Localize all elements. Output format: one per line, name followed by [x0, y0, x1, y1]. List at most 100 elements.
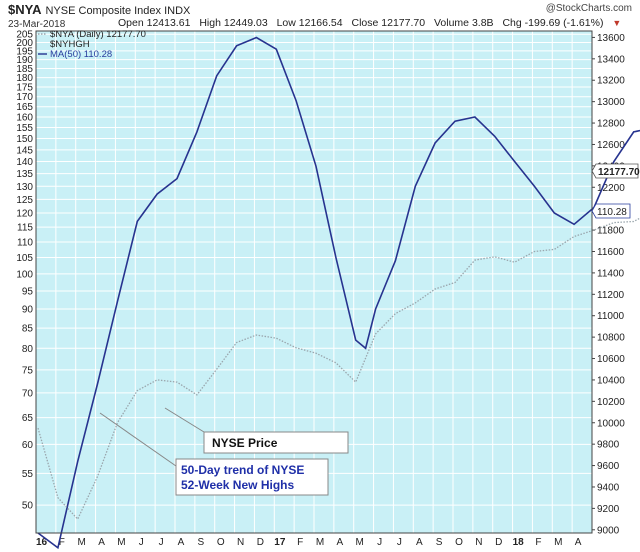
- x-month-label: O: [217, 537, 225, 548]
- x-month-label: A: [575, 537, 582, 548]
- x-month-label: A: [98, 537, 105, 548]
- callout-price-pointer: [164, 407, 205, 433]
- right-tick-label: 9600: [597, 461, 620, 472]
- legend: $NYA (Daily) 12177.70 $NYHGH MA(50) 110.…: [38, 29, 146, 60]
- right-tick-label: 12800: [597, 119, 625, 130]
- left-tick-label: 155: [16, 123, 33, 134]
- left-tick-label: 170: [16, 92, 33, 103]
- callout-trend-label-2: 52-Week New Highs: [181, 478, 294, 492]
- right-tick-label: 13400: [597, 54, 625, 65]
- price-tag-value: 12177.70: [598, 167, 640, 178]
- x-month-label: D: [257, 537, 264, 548]
- x-month-label: M: [316, 537, 324, 548]
- left-tick-label: 140: [16, 157, 33, 168]
- callout-trend-label-1: 50-Day trend of NYSE: [181, 463, 304, 477]
- close-label: Close: [351, 17, 379, 29]
- left-tick-label: 145: [16, 145, 33, 156]
- x-month-label: F: [59, 537, 65, 548]
- close-value: 12177.70: [381, 17, 426, 29]
- left-tick-label: 75: [22, 365, 34, 376]
- x-month-label: N: [475, 537, 482, 548]
- right-tick-label: 13200: [597, 76, 625, 87]
- callout-trend-box: [175, 458, 329, 496]
- symbol-description: NYSE Composite Index INDX: [45, 5, 191, 17]
- callout-price-label: NYSE Price: [212, 436, 278, 450]
- left-tick-label: 185: [16, 64, 33, 75]
- x-month-label: A: [178, 537, 185, 548]
- plot-border: [35, 30, 593, 534]
- left-tick-label: 135: [16, 169, 33, 180]
- left-tick-label: 200: [16, 38, 33, 49]
- x-year-label: 17: [274, 537, 286, 548]
- left-tick-label: 50: [22, 501, 34, 512]
- right-tick-label: 9800: [597, 440, 620, 451]
- open-value: 12413.61: [146, 17, 191, 29]
- x-month-label: S: [198, 537, 205, 548]
- down-arrow-icon: ▼: [612, 18, 622, 28]
- left-tick-label: 60: [22, 440, 34, 451]
- left-tick-label: 165: [16, 102, 33, 113]
- x-month-label: S: [436, 537, 443, 548]
- right-tick-label: 10000: [597, 418, 625, 429]
- left-tick-label: 65: [22, 413, 34, 424]
- change-value: -199.69 (-1.61%): [524, 17, 604, 29]
- x-month-label: J: [139, 537, 144, 548]
- right-tick-label: 9400: [597, 482, 620, 493]
- right-tick-label: 10200: [597, 397, 625, 408]
- left-tick-label: 175: [16, 83, 33, 94]
- x-month-label: M: [554, 537, 562, 548]
- price-tag: 12177.70: [591, 163, 640, 179]
- x-month-label: A: [416, 537, 423, 548]
- chart-date: 23-Mar-2018: [8, 19, 66, 30]
- symbol-title: $NYA NYSE Composite Index INDX: [8, 2, 190, 17]
- x-month-label: O: [455, 537, 463, 548]
- left-tick-label: 100: [16, 269, 33, 280]
- x-month-label: M: [117, 537, 125, 548]
- right-tick-label: 11800: [597, 226, 625, 237]
- ma-tag: 110.28: [591, 203, 631, 219]
- low-value: 12166.54: [298, 17, 343, 29]
- left-tick-label: 80: [22, 344, 34, 355]
- left-tick-label: 130: [16, 182, 33, 193]
- left-tick-label: 55: [22, 469, 34, 480]
- right-tick-label: 12600: [597, 140, 625, 151]
- x-month-label: J: [397, 537, 402, 548]
- series-line-nyhgh-ma: [37, 36, 640, 550]
- right-tick-label: 9200: [597, 504, 620, 515]
- left-tick-label: 120: [16, 208, 33, 219]
- left-tick-label: 205: [16, 30, 33, 41]
- right-tick-label: 13000: [597, 97, 625, 108]
- open-label: Open: [118, 17, 144, 29]
- x-month-label: J: [377, 537, 382, 548]
- left-tick-label: 160: [16, 112, 33, 123]
- series-line-nya-price: [37, 217, 640, 521]
- callout-trend-pointer: [99, 412, 177, 467]
- left-tick-label: 95: [22, 286, 34, 297]
- x-month-label: M: [78, 537, 86, 548]
- legend-price: $NYA (Daily) 12177.70: [50, 29, 146, 40]
- change-label: Chg: [502, 17, 522, 29]
- x-month-label: M: [356, 537, 364, 548]
- left-tick-label: 115: [17, 223, 33, 234]
- ohlc-readout: Open 12413.61 High 12449.03 Low 12166.54…: [118, 17, 621, 29]
- right-tick-label: 13600: [597, 33, 625, 44]
- right-tick-label: 10400: [597, 375, 625, 386]
- volume-value: 3.8B: [471, 17, 494, 29]
- price-tag-shape: [591, 163, 639, 179]
- legend-ma: MA(50) 110.28: [50, 49, 112, 60]
- right-tick-label: 11200: [597, 290, 625, 301]
- left-axis: 50 55 60 65 70 75 80 85 90 95 100 105 110 115 120 125 13…: [16, 30, 33, 512]
- right-axis: 9000 9200 9400 9600 9800 10000 10200 10400 10600…: [592, 33, 625, 536]
- left-tick-label: 110: [17, 238, 33, 249]
- symbol: $NYA: [8, 2, 42, 17]
- left-tick-label: 70: [22, 388, 34, 399]
- x-month-label: J: [159, 537, 164, 548]
- left-tick-label: 190: [16, 55, 33, 66]
- left-tick-label: 105: [16, 253, 33, 264]
- x-month-label: A: [337, 537, 344, 548]
- left-tick-label: 90: [22, 304, 34, 315]
- left-tick-label: 150: [16, 134, 33, 145]
- brand-watermark: @StockCharts.com: [545, 3, 632, 14]
- right-tick-label: 11600: [597, 247, 625, 258]
